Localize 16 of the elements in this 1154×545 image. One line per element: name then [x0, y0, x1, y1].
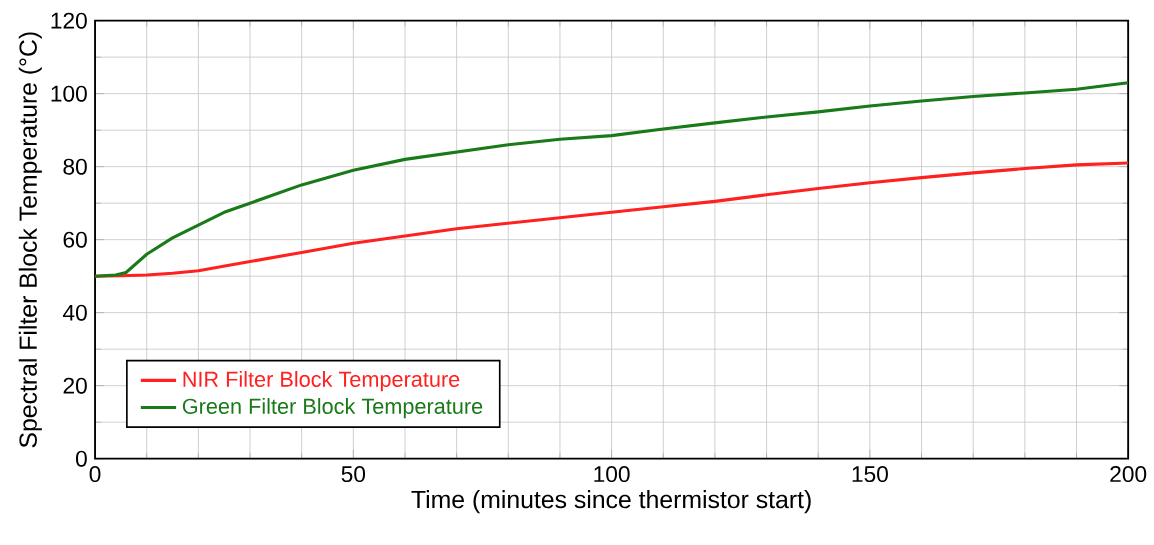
x-axis-title: Time (minutes since thermistor start)	[411, 489, 811, 513]
y-tick-label: 80	[63, 158, 87, 175]
x-tick-label: 150	[852, 465, 888, 482]
x-tick-label: 0	[89, 465, 101, 482]
legend-label: NIR Filter Block Temperature	[183, 370, 460, 391]
x-tick-label: 200	[1110, 465, 1147, 482]
y-tick-label: 40	[62, 304, 87, 321]
x-tick-label: 100	[594, 465, 630, 482]
y-tick-label: 0	[75, 450, 87, 467]
y-tick-label: 20	[63, 377, 87, 394]
y-tick-label: 60	[63, 231, 87, 248]
y-tick-label: 120	[51, 12, 87, 29]
legend-label: Green Filter Block Temperature	[182, 397, 483, 419]
x-tick-label: 50	[341, 465, 366, 482]
y-tick-label: 100	[51, 85, 87, 102]
y-axis-title: Spectral Filter Block Temperature (°C)	[18, 32, 42, 448]
